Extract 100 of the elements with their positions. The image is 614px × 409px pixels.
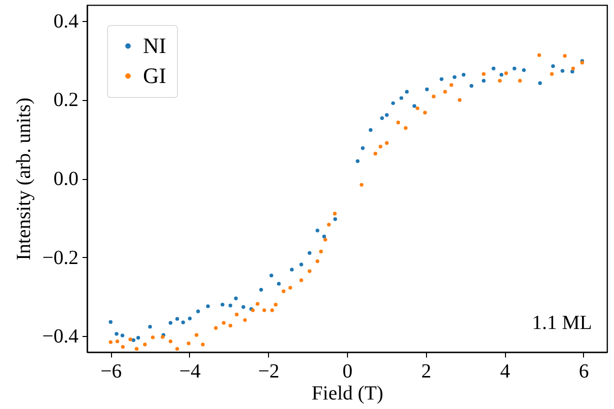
legend-label: GI <box>143 63 166 88</box>
point <box>327 222 331 227</box>
point <box>168 339 172 344</box>
point <box>206 304 210 308</box>
point <box>194 333 198 337</box>
point <box>458 98 462 102</box>
point <box>276 282 281 286</box>
point <box>288 286 292 290</box>
y-tick-label: −0.4 <box>42 326 78 348</box>
point <box>196 310 200 314</box>
point <box>323 238 328 242</box>
point <box>440 77 444 81</box>
point <box>384 141 389 145</box>
point <box>562 54 567 58</box>
x-tick-label: −4 <box>179 360 201 382</box>
point <box>498 78 502 83</box>
point <box>175 346 180 351</box>
point <box>332 212 337 216</box>
point <box>500 72 504 77</box>
point <box>412 104 416 108</box>
y-tick-label: −0.2 <box>42 246 78 269</box>
point <box>115 339 120 344</box>
point <box>168 320 172 325</box>
point <box>222 320 226 325</box>
point <box>518 78 522 83</box>
point <box>108 340 113 344</box>
point <box>512 66 516 70</box>
point <box>391 101 395 106</box>
point <box>228 324 232 328</box>
x-tick-label: 0 <box>342 360 352 382</box>
point <box>234 312 239 316</box>
point <box>356 159 360 164</box>
point <box>504 71 508 76</box>
point <box>220 302 224 307</box>
point <box>148 324 152 329</box>
point <box>316 259 320 264</box>
point <box>538 81 542 85</box>
point <box>299 278 304 282</box>
point <box>290 268 294 272</box>
point <box>136 336 140 340</box>
x-tick-label: 2 <box>421 360 432 382</box>
point <box>299 262 304 266</box>
y-tick-label: 0.2 <box>54 89 78 112</box>
point <box>256 302 260 306</box>
point <box>425 88 429 92</box>
x-tick-label: 4 <box>500 360 510 382</box>
point <box>443 90 447 94</box>
point <box>214 326 218 330</box>
point <box>128 338 132 342</box>
point <box>243 318 247 322</box>
x-tick-label: −6 <box>100 360 122 382</box>
point <box>380 116 384 120</box>
point <box>462 72 466 77</box>
point <box>551 64 555 68</box>
annotation: 1.1 ML <box>532 312 592 334</box>
point <box>537 53 542 57</box>
point <box>333 217 338 221</box>
x-tick-label: 6 <box>578 360 589 382</box>
point <box>360 182 364 187</box>
point <box>262 308 266 312</box>
point <box>108 320 113 324</box>
point <box>482 78 486 83</box>
point <box>423 110 427 115</box>
point <box>188 316 192 320</box>
point <box>242 305 246 309</box>
point <box>143 342 147 346</box>
x-tick-label: −2 <box>258 360 280 382</box>
point <box>416 106 420 110</box>
point <box>368 128 373 132</box>
x-axis-title: Field (T) <box>312 382 384 404</box>
point <box>405 90 409 94</box>
point <box>308 269 312 274</box>
point <box>470 84 474 88</box>
point <box>522 68 526 72</box>
point <box>319 250 323 254</box>
legend-label: NI <box>143 33 166 58</box>
point <box>200 342 205 346</box>
y-axis-title: Intensity (arb. units) <box>13 98 36 260</box>
point <box>114 332 118 336</box>
point <box>308 251 312 255</box>
point <box>316 228 320 232</box>
point <box>378 144 382 148</box>
point <box>120 345 125 349</box>
point <box>259 288 263 292</box>
point <box>450 83 454 87</box>
point <box>452 75 456 80</box>
point <box>482 72 486 76</box>
point <box>322 234 326 238</box>
point <box>571 66 575 70</box>
point <box>396 120 400 124</box>
point <box>175 317 180 321</box>
point <box>550 72 554 76</box>
point <box>132 338 136 342</box>
point <box>492 66 496 70</box>
point <box>404 126 408 130</box>
point <box>282 289 286 294</box>
y-tick-label: 0.4 <box>54 10 78 32</box>
point <box>120 334 124 338</box>
point <box>134 346 139 351</box>
point <box>360 146 365 150</box>
